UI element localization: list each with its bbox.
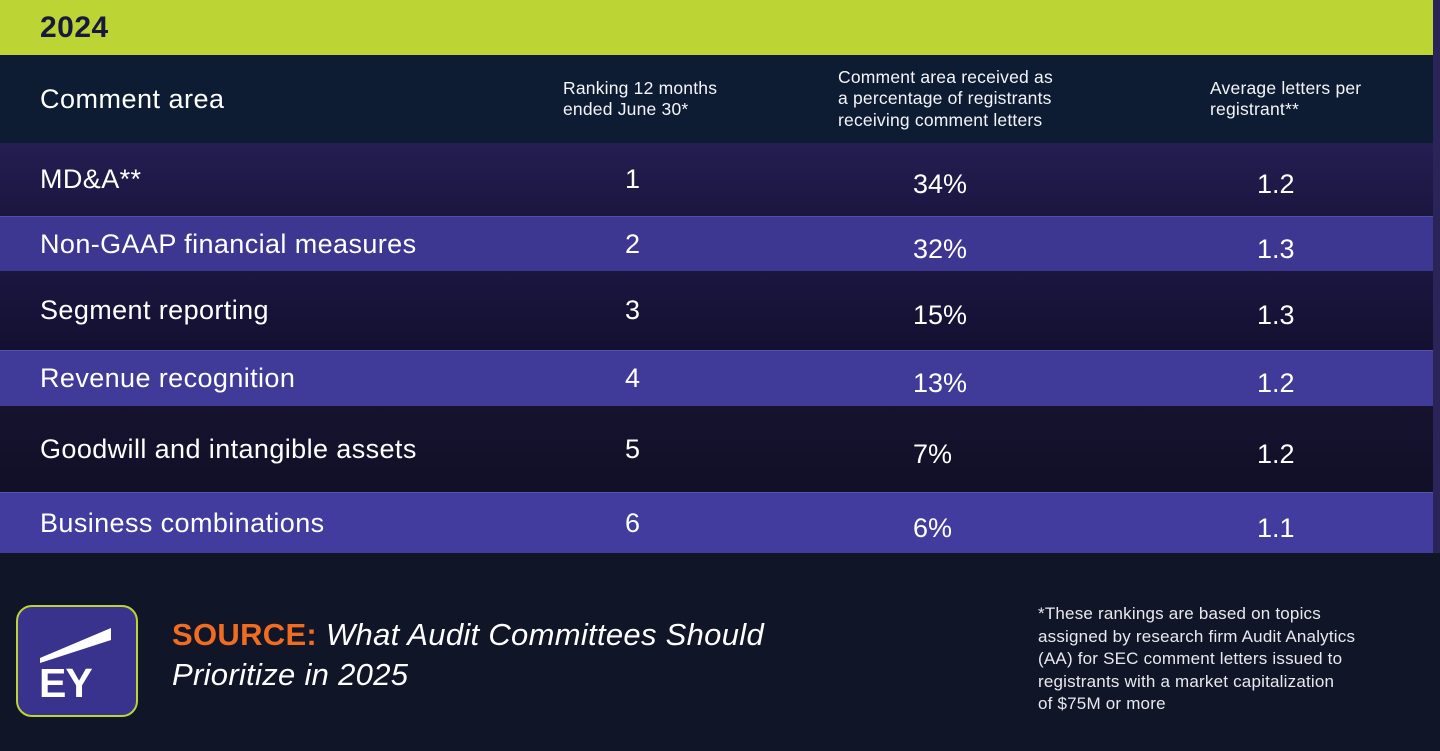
year-bar: 2024 <box>0 0 1433 55</box>
source-title: What Audit Committees Should Prioritize … <box>172 617 764 692</box>
column-header-ranking: Ranking 12 months ended June 30* <box>563 77 718 120</box>
row-average-value: 1.3 <box>1257 233 1295 264</box>
right-edge-strip <box>1433 0 1440 553</box>
row-percentage-value: 32% <box>913 233 968 264</box>
row-percentage-value: 15% <box>913 300 968 330</box>
year-label: 2024 <box>40 10 109 44</box>
row-rank-value: 3 <box>625 295 641 325</box>
comment-area-table: 2024 Comment area Ranking 12 months ende… <box>0 0 1433 553</box>
row-rank-value: 6 <box>625 507 641 538</box>
ey-beam-icon: EY <box>39 628 111 706</box>
footnote: *These rankings are based on topics assi… <box>1038 604 1356 713</box>
row-rank-value: 1 <box>625 164 641 194</box>
table-row: Non-GAAP financial measures 2 32% 1.3 <box>0 216 1433 271</box>
row-area-label: Goodwill and intangible assets <box>40 433 417 464</box>
row-area-label: MD&A** <box>40 164 142 194</box>
row-percentage-value: 6% <box>913 512 953 543</box>
column-header-average: Average letters per registrant** <box>1210 77 1362 120</box>
row-rank-value: 2 <box>625 228 641 259</box>
row-percentage-value: 13% <box>913 368 968 398</box>
column-header-percentage: Comment area received as a percentage of… <box>838 66 1053 130</box>
ey-logo-text: EY <box>39 660 92 706</box>
source-line: SOURCE: What Audit Committees Should Pri… <box>172 615 872 695</box>
row-percentage-value: 34% <box>913 169 968 199</box>
row-area-label: Segment reporting <box>40 295 269 325</box>
row-average-value: 1.2 <box>1257 169 1295 199</box>
row-average-value: 1.2 <box>1257 438 1295 469</box>
row-average-value: 1.3 <box>1257 300 1295 330</box>
table-row: Business combinations 6 6% 1.1 <box>0 492 1433 553</box>
row-area-label: Non-GAAP financial measures <box>40 228 417 259</box>
row-percentage-value: 7% <box>913 438 953 469</box>
table-row: Revenue recognition 4 13% 1.2 <box>0 350 1433 406</box>
row-area-label: Revenue recognition <box>40 363 296 393</box>
table-row: MD&A** 1 34% 1.2 <box>0 143 1433 216</box>
row-rank-value: 5 <box>625 433 641 464</box>
table-header-row: Comment area Ranking 12 months ended Jun… <box>0 55 1433 143</box>
row-average-value: 1.1 <box>1257 512 1295 543</box>
footer: EY SOURCE: What Audit Committees Should … <box>0 553 1440 751</box>
source-label: SOURCE: <box>172 617 318 652</box>
row-average-value: 1.2 <box>1257 368 1295 398</box>
row-rank-value: 4 <box>625 363 641 393</box>
column-header-comment-area: Comment area <box>40 84 225 114</box>
table-row: Goodwill and intangible assets 5 7% 1.2 <box>0 406 1433 492</box>
table-row: Segment reporting 3 15% 1.3 <box>0 271 1433 350</box>
row-area-label: Business combinations <box>40 507 325 538</box>
ey-logo: EY <box>16 605 138 717</box>
